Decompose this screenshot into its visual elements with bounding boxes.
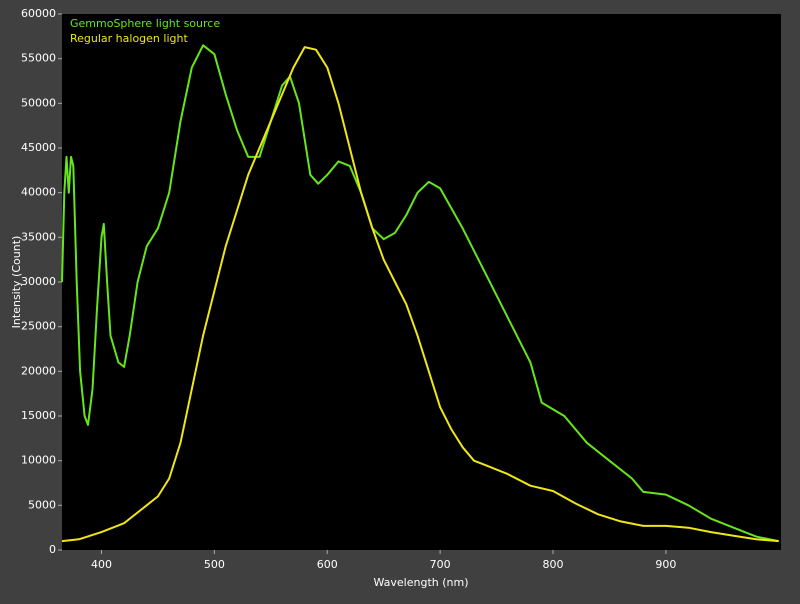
x-tick-label: 700 bbox=[430, 558, 451, 571]
y-tick-label: 0 bbox=[49, 543, 56, 556]
series-line bbox=[61, 46, 779, 543]
x-tick-label: 400 bbox=[91, 558, 112, 571]
y-tick-label: 35000 bbox=[21, 230, 56, 243]
legend-entry: Regular halogen light bbox=[70, 32, 188, 45]
plot-area bbox=[62, 14, 781, 550]
y-tick-label: 55000 bbox=[21, 52, 56, 65]
y-tick-label: 5000 bbox=[28, 498, 56, 511]
x-tick-label: 800 bbox=[542, 558, 563, 571]
y-tick-label: 15000 bbox=[21, 409, 56, 422]
legend-entry: GemmoSphere light source bbox=[70, 17, 220, 30]
x-tick-label: 500 bbox=[204, 558, 225, 571]
y-tick-label: 20000 bbox=[21, 364, 56, 377]
y-tick-label: 60000 bbox=[21, 7, 56, 20]
y-tick-label: 10000 bbox=[21, 454, 56, 467]
y-axis-label: Intensity (Count) bbox=[10, 236, 23, 329]
y-tick-label: 25000 bbox=[21, 320, 56, 333]
y-tick-label: 45000 bbox=[21, 141, 56, 154]
x-tick-label: 600 bbox=[317, 558, 338, 571]
x-axis-label: Wavelength (nm) bbox=[373, 576, 468, 589]
x-tick-label: 900 bbox=[655, 558, 676, 571]
y-tick-label: 40000 bbox=[21, 186, 56, 199]
y-tick-label: 30000 bbox=[21, 275, 56, 288]
y-tick-label: 50000 bbox=[21, 96, 56, 109]
series-line bbox=[61, 44, 779, 543]
